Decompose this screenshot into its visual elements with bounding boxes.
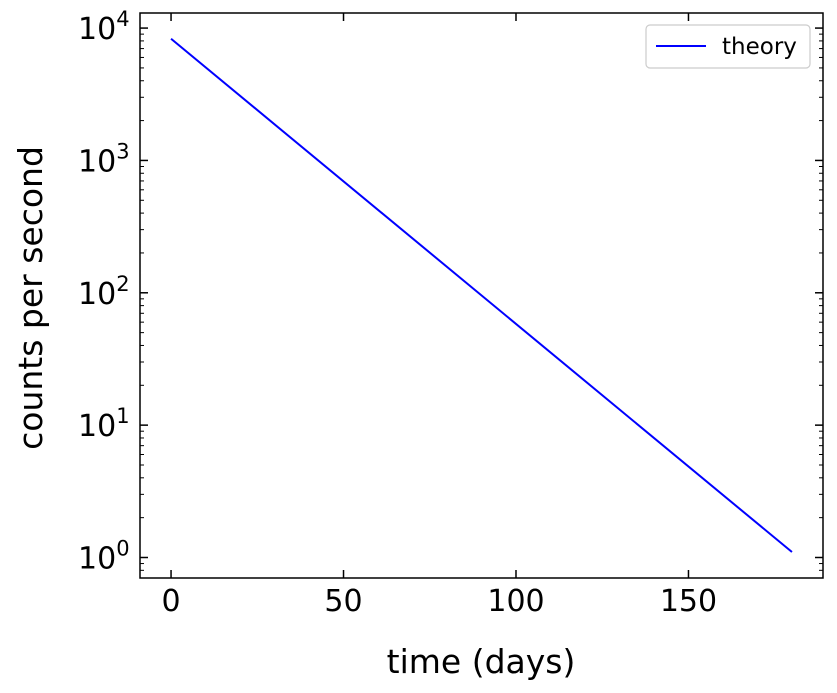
legend-label-theory: theory: [722, 34, 797, 60]
y-tick-label: 101: [78, 404, 130, 444]
axes-layer: 0 50 100 150 100 101 102 103 104: [78, 7, 824, 619]
x-axis-label: time (days): [387, 642, 576, 681]
y-tick-label: 104: [78, 7, 130, 47]
y-tick-label: 100: [78, 536, 130, 576]
x-tick-label: 150: [660, 584, 717, 619]
plot-layer: [170, 38, 793, 553]
series-line-theory: [170, 38, 793, 553]
x-tick-label: 100: [487, 584, 544, 619]
legend-box: [645, 24, 811, 69]
plot-frame: [139, 12, 824, 579]
x-tick-label: 50: [324, 584, 362, 619]
y-tick-label: 103: [78, 139, 130, 179]
legend: theory: [645, 24, 811, 69]
labels-layer: time (days) counts per second: [11, 146, 575, 681]
x-tick-label: 0: [161, 584, 180, 619]
y-tick-label: 102: [78, 272, 130, 312]
y-axis-label: counts per second: [11, 146, 50, 450]
